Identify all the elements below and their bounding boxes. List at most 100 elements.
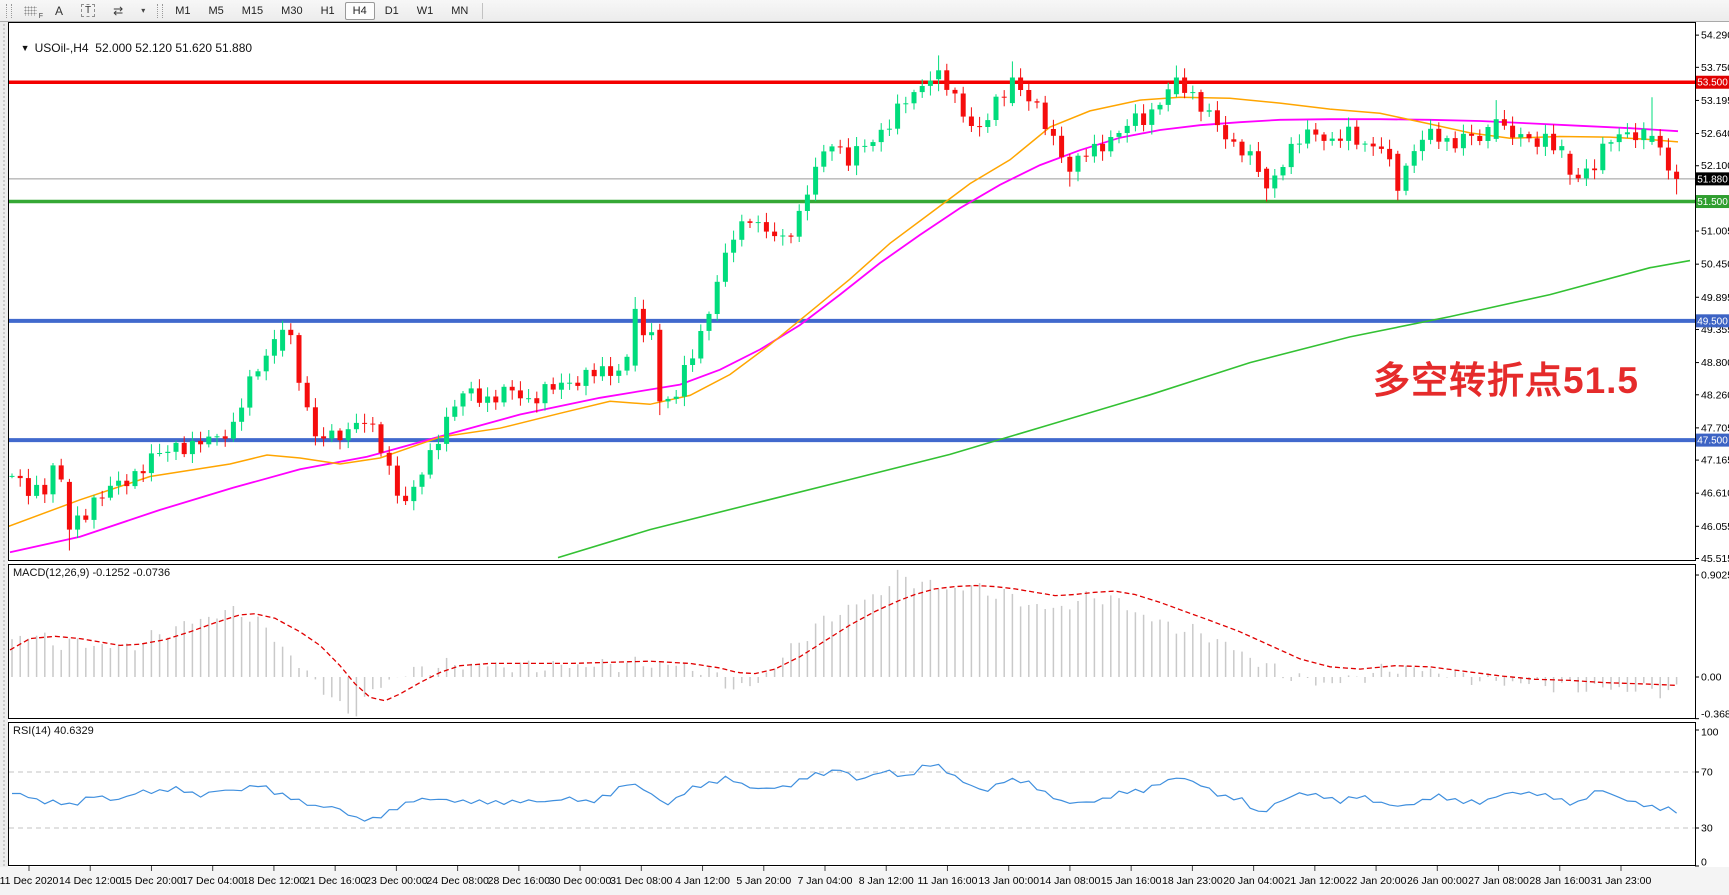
svg-text:15 Jan 16:00: 15 Jan 16:00 <box>1101 875 1162 887</box>
grid-font-button[interactable]: F <box>16 2 45 20</box>
chart-title: ▼ USOil-,H4 52.000 52.120 51.620 51.880 <box>14 27 252 55</box>
level-label-51.500: 51.500 <box>1696 195 1729 209</box>
svg-text:100: 100 <box>1701 727 1719 739</box>
svg-text:14 Dec 12:00: 14 Dec 12:00 <box>59 875 122 887</box>
svg-text:0.00: 0.00 <box>1701 672 1722 684</box>
toolbar: F A T ⇄ ▾ M1 M5 M15 M30 H1 H4 D1 W1 MN <box>0 0 1729 22</box>
macd-histogram <box>11 569 1678 717</box>
svg-text:31 Jan 23:00: 31 Jan 23:00 <box>1591 875 1652 887</box>
svg-text:11 Jan 16:00: 11 Jan 16:00 <box>917 875 977 887</box>
chart-background <box>0 22 1729 895</box>
timeframe-button-M15[interactable]: M15 <box>234 2 271 20</box>
macd-signal-line <box>9 584 1676 702</box>
toolbar-grip <box>6 3 12 18</box>
chart-title-text: USOil-,H4 52.000 52.120 51.620 51.880 <box>34 41 253 55</box>
left-splitter[interactable] <box>0 22 8 867</box>
time-axis-strip <box>0 867 1729 895</box>
panel-borders <box>8 22 1696 866</box>
svg-text:5 Jan 20:00: 5 Jan 20:00 <box>736 875 791 887</box>
timeframe-button-MN[interactable]: MN <box>443 2 476 20</box>
svg-text:20 Jan 04:00: 20 Jan 04:00 <box>1223 875 1284 887</box>
svg-text:31 Dec 08:00: 31 Dec 08:00 <box>610 875 673 887</box>
svg-text:70: 70 <box>1701 767 1713 779</box>
text-label-button[interactable]: T <box>73 2 103 20</box>
svg-text:21 Jan 12:00: 21 Jan 12:00 <box>1284 875 1345 887</box>
level-label-47.500: 47.500 <box>1696 433 1729 447</box>
svg-text:53.750: 53.750 <box>1701 62 1729 74</box>
svg-text:49.500: 49.500 <box>1697 316 1728 327</box>
svg-text:48.800: 48.800 <box>1701 357 1729 369</box>
svg-text:46.055: 46.055 <box>1701 521 1729 533</box>
level-label-51.880: 51.880 <box>1696 172 1729 186</box>
svg-text:52.100: 52.100 <box>1701 160 1729 172</box>
level-label-49.500: 49.500 <box>1696 314 1729 328</box>
svg-text:53.500: 53.500 <box>1697 78 1728 89</box>
dropdown-caret-button[interactable]: ▾ <box>133 2 153 20</box>
svg-text:23 Dec 00:00: 23 Dec 00:00 <box>365 875 428 887</box>
candles <box>9 55 1680 551</box>
svg-text:52.640: 52.640 <box>1701 128 1729 140</box>
svg-text:46.610: 46.610 <box>1701 488 1729 500</box>
svg-text:7 Jan 04:00: 7 Jan 04:00 <box>798 875 853 887</box>
svg-text:-0.3688: -0.3688 <box>1701 709 1729 721</box>
svg-text:15 Dec 20:00: 15 Dec 20:00 <box>120 875 183 887</box>
dotted-grid-icon: F <box>24 5 43 20</box>
timeframe-button-D1[interactable]: D1 <box>377 2 407 20</box>
svg-text:45.515: 45.515 <box>1701 553 1729 565</box>
ma-fast-line <box>9 96 1679 528</box>
macd-axis: 0.9025 0.00 -0.3688 <box>1695 570 1729 721</box>
svg-text:28 Dec 16:00: 28 Dec 16:00 <box>488 875 551 887</box>
timeframe-button-M1[interactable]: M1 <box>167 2 198 20</box>
svg-text:27 Jan 08:00: 27 Jan 08:00 <box>1468 875 1529 887</box>
svg-text:47.705: 47.705 <box>1701 422 1729 434</box>
svg-text:24 Dec 08:00: 24 Dec 08:00 <box>426 875 489 887</box>
chevron-down-icon: ▾ <box>141 6 146 15</box>
svg-text:17 Dec 04:00: 17 Dec 04:00 <box>181 875 244 887</box>
toolbar-grip <box>157 3 164 18</box>
symbol-dropdown-icon[interactable]: ▼ <box>20 43 30 53</box>
timeframe-button-H4[interactable]: H4 <box>344 1 375 20</box>
svg-text:47.165: 47.165 <box>1701 455 1729 467</box>
svg-text:0: 0 <box>1701 857 1707 869</box>
svg-text:53.195: 53.195 <box>1701 95 1729 107</box>
rsi-axis: 100 70 30 0 <box>1695 727 1719 869</box>
svg-text:28 Jan 16:00: 28 Jan 16:00 <box>1529 875 1590 887</box>
swap-arrows-icon: ⇄ <box>113 3 124 18</box>
svg-text:47.500: 47.500 <box>1697 436 1728 447</box>
rsi-indicator-label: RSI(14) 40.6329 <box>13 725 94 737</box>
svg-text:13 Jan 00:00: 13 Jan 00:00 <box>978 875 1039 887</box>
svg-text:22 Jan 20:00: 22 Jan 20:00 <box>1346 875 1407 887</box>
timeframe-button-M30[interactable]: M30 <box>273 2 310 20</box>
svg-text:8 Jan 12:00: 8 Jan 12:00 <box>859 875 914 887</box>
svg-text:14 Jan 08:00: 14 Jan 08:00 <box>1040 875 1101 887</box>
svg-text:51.500: 51.500 <box>1697 197 1728 208</box>
svg-text:50.450: 50.450 <box>1701 259 1729 271</box>
svg-text:30 Dec 00:00: 30 Dec 00:00 <box>549 875 612 887</box>
ma-slow-line <box>557 259 1691 559</box>
svg-text:21 Dec 16:00: 21 Dec 16:00 <box>304 875 367 887</box>
timeframe-button-W1[interactable]: W1 <box>409 2 442 20</box>
cycle-symbols-button[interactable]: ⇄ <box>105 2 131 20</box>
rsi-line <box>12 763 1677 822</box>
svg-text:11 Dec 2020: 11 Dec 2020 <box>0 875 59 887</box>
toolbar-separator <box>482 2 484 19</box>
svg-text:54.290: 54.290 <box>1701 30 1729 42</box>
svg-text:18 Dec 12:00: 18 Dec 12:00 <box>243 875 306 887</box>
svg-text:30: 30 <box>1701 823 1713 835</box>
ma-mid-line <box>9 118 1679 554</box>
svg-text:51.005: 51.005 <box>1701 226 1729 238</box>
insert-text-button[interactable]: A <box>47 2 71 20</box>
svg-text:26 Jan 00:00: 26 Jan 00:00 <box>1407 875 1468 887</box>
svg-text:48.260: 48.260 <box>1701 389 1729 401</box>
svg-text:51.880: 51.880 <box>1697 174 1728 185</box>
level-label-53.500: 53.500 <box>1696 75 1729 89</box>
t-glyph-icon: T <box>81 4 96 17</box>
rsi-level-lines <box>9 771 1695 829</box>
svg-text:0.9025: 0.9025 <box>1701 570 1729 582</box>
svg-text:49.895: 49.895 <box>1701 292 1729 304</box>
macd-indicator-label: MACD(12,26,9) -0.1252 -0.0736 <box>13 567 171 579</box>
timeframe-button-M5[interactable]: M5 <box>200 2 231 20</box>
timeframe-button-H1[interactable]: H1 <box>313 2 343 20</box>
